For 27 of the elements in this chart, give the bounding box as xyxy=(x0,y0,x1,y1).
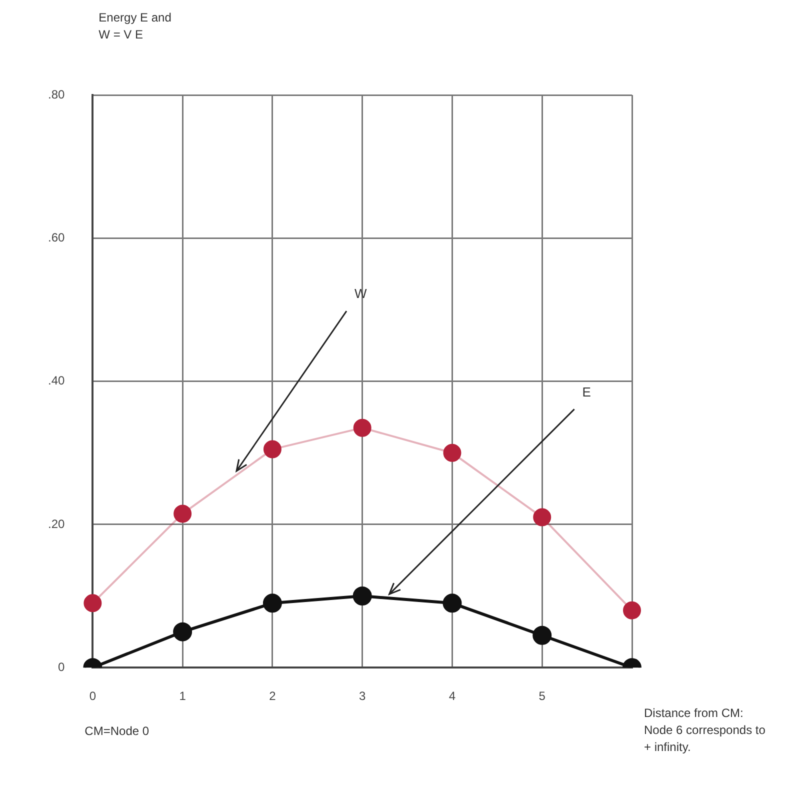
x-tick-label: 4 xyxy=(448,689,456,704)
point xyxy=(352,586,372,606)
point xyxy=(84,594,102,612)
point xyxy=(443,444,462,462)
x-tick-label: 3 xyxy=(358,689,366,704)
point xyxy=(442,594,462,613)
text: Energy E and W = V E xyxy=(98,10,172,42)
y-tick-label: 0 xyxy=(58,660,65,674)
y-tick-label: .40 xyxy=(48,374,65,388)
x-tick-label: 2 xyxy=(269,689,276,704)
y-tick-label: .20 xyxy=(48,516,65,531)
point xyxy=(173,622,192,642)
point xyxy=(353,418,372,437)
text: E xyxy=(582,384,592,400)
point xyxy=(623,601,641,620)
text: CM=Node 0 xyxy=(84,724,150,738)
x-tick-label: 5 xyxy=(538,689,546,704)
x-axis-title: Distance from CM: Node 6 corresponds to + infinity. xyxy=(644,706,766,754)
x-tick-label: 0 xyxy=(89,689,96,704)
y-tick-label: .60 xyxy=(48,230,65,244)
point xyxy=(262,594,282,613)
x-tick-label: 1 xyxy=(179,689,186,704)
y-tick-label: .80 xyxy=(48,87,65,102)
point xyxy=(174,504,192,523)
point xyxy=(533,508,552,526)
point xyxy=(532,626,552,645)
point xyxy=(263,440,282,458)
